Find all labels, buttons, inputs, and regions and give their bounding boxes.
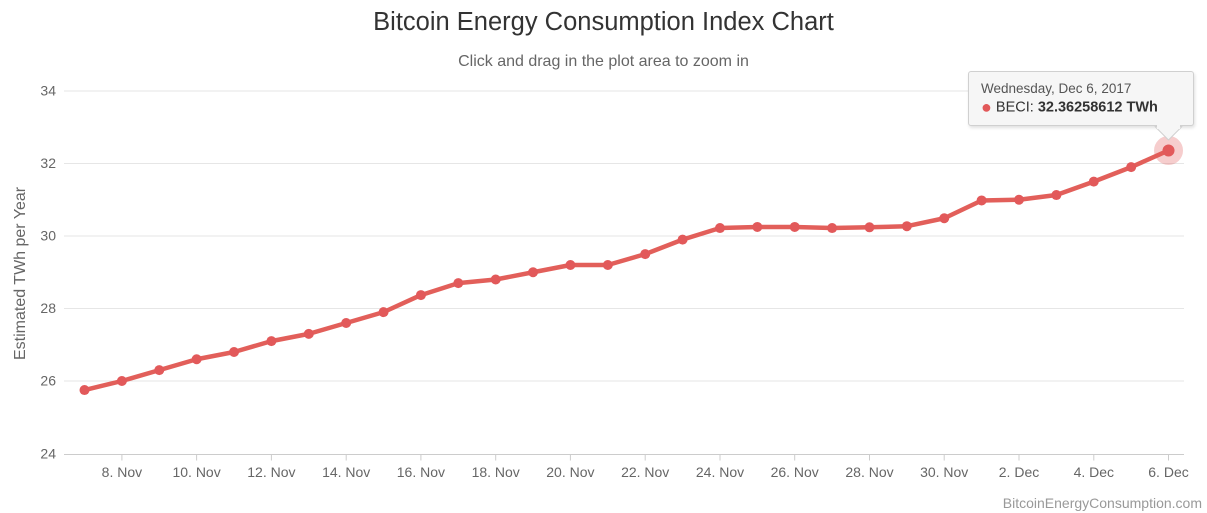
svg-text:18. Nov: 18. Nov [472, 464, 520, 480]
svg-text:26: 26 [40, 373, 56, 389]
svg-text:2. Dec: 2. Dec [999, 464, 1039, 480]
svg-text:28. Nov: 28. Nov [845, 464, 893, 480]
svg-text:34: 34 [40, 83, 56, 99]
svg-text:4. Dec: 4. Dec [1074, 464, 1114, 480]
svg-text:24. Nov: 24. Nov [696, 464, 744, 480]
svg-text:26. Nov: 26. Nov [771, 464, 819, 480]
svg-text:14. Nov: 14. Nov [322, 464, 370, 480]
svg-text:24: 24 [40, 446, 56, 462]
svg-text:30: 30 [40, 228, 56, 244]
svg-text:22. Nov: 22. Nov [621, 464, 669, 480]
svg-text:30. Nov: 30. Nov [920, 464, 968, 480]
svg-text:8. Nov: 8. Nov [102, 464, 142, 480]
svg-text:28: 28 [40, 300, 56, 316]
svg-text:12. Nov: 12. Nov [247, 464, 295, 480]
svg-text:16. Nov: 16. Nov [397, 464, 445, 480]
svg-text:32: 32 [40, 155, 56, 171]
svg-text:10. Nov: 10. Nov [172, 464, 220, 480]
svg-text:6. Dec: 6. Dec [1148, 464, 1188, 480]
svg-text:20. Nov: 20. Nov [546, 464, 594, 480]
